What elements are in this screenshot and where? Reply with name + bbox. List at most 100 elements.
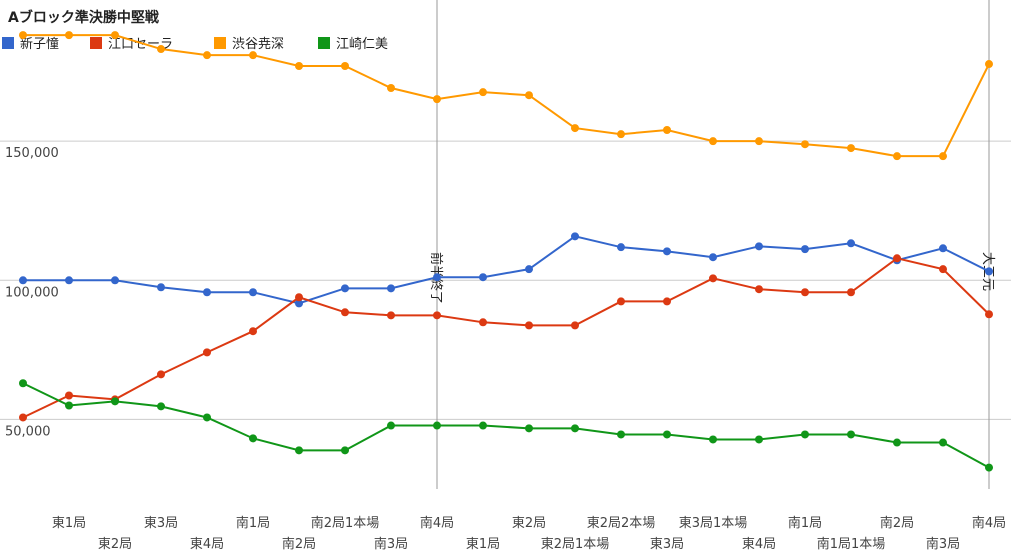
data-point [709, 274, 717, 283]
data-point [111, 31, 119, 40]
data-point [939, 265, 947, 274]
data-point [709, 435, 717, 444]
data-point [157, 370, 165, 379]
series-line [23, 235, 990, 305]
data-point [433, 311, 441, 320]
legend-label: 江崎仁美 [336, 37, 388, 52]
data-point [617, 297, 625, 306]
data-point [203, 288, 211, 297]
x-tick-label: 南1局 [236, 515, 270, 531]
data-point [847, 288, 855, 297]
x-tick-label: 南3局 [926, 536, 960, 552]
data-point [387, 284, 395, 293]
x-tick-label: 南2局1本場 [311, 515, 380, 531]
data-point [893, 438, 901, 447]
data-point [479, 421, 487, 430]
data-point [801, 430, 809, 439]
data-point [571, 424, 579, 433]
data-point [985, 267, 993, 276]
data-point [203, 51, 211, 60]
data-point [847, 239, 855, 248]
data-point [433, 273, 441, 282]
legend-swatch [214, 37, 226, 49]
legend-swatch [90, 37, 102, 49]
data-point [479, 273, 487, 282]
data-point [847, 430, 855, 439]
data-point [801, 288, 809, 297]
legend-swatch [2, 37, 14, 49]
data-point [387, 311, 395, 320]
data-point [479, 318, 487, 327]
data-point [525, 265, 533, 274]
data-point [157, 283, 165, 292]
data-point [755, 137, 763, 146]
x-tick-label: 東1局 [466, 536, 500, 552]
series-line [22, 382, 990, 469]
data-point [939, 244, 947, 253]
data-point [663, 297, 671, 306]
data-point [663, 247, 671, 256]
x-tick-label: 東2局 [512, 515, 546, 531]
data-point [341, 62, 349, 71]
x-tick-label: 南1局 [788, 515, 822, 531]
x-tick-label: 東2局2本場 [587, 515, 656, 531]
data-point [893, 254, 901, 263]
data-point [111, 276, 119, 285]
data-point [571, 232, 579, 241]
data-point [525, 424, 533, 433]
data-point [801, 140, 809, 149]
data-point [663, 430, 671, 439]
data-point [617, 243, 625, 252]
data-point [19, 276, 27, 285]
data-point [157, 402, 165, 411]
data-point [985, 463, 993, 472]
data-point [249, 327, 257, 336]
data-point [341, 308, 349, 317]
data-point [387, 421, 395, 430]
x-tick-label: 東4局 [742, 536, 776, 552]
data-point [341, 446, 349, 455]
data-point [985, 60, 993, 69]
data-point [433, 95, 441, 104]
data-point [893, 152, 901, 161]
x-tick-label: 東3局1本場 [679, 515, 748, 531]
data-point [617, 430, 625, 439]
data-point [525, 321, 533, 330]
x-tick-label: 東3局 [650, 536, 684, 552]
y-tick-label: 150,000 [5, 146, 59, 161]
data-point [755, 435, 763, 444]
data-point [985, 310, 993, 319]
data-point [65, 31, 73, 40]
data-point [111, 397, 119, 406]
series-line [23, 34, 990, 158]
data-point [847, 144, 855, 153]
data-point [249, 51, 257, 60]
x-tick-label: 南2局 [880, 515, 914, 531]
data-point [709, 253, 717, 262]
x-tick-label: 東2局1本場 [541, 536, 610, 552]
series-line [22, 257, 990, 419]
x-tick-label: 東1局 [52, 515, 86, 531]
data-point [19, 379, 27, 388]
x-tick-label: 南1局1本場 [817, 536, 886, 552]
data-point [663, 126, 671, 135]
data-point [525, 91, 533, 100]
x-tick-label: 南4局 [972, 515, 1006, 531]
data-point [65, 401, 73, 410]
data-point [617, 130, 625, 139]
data-point [341, 284, 349, 293]
x-tick-label: 東4局 [190, 536, 224, 552]
data-point [295, 62, 303, 71]
data-point [479, 88, 487, 97]
chart-title: Aブロック準決勝中堅戦 [8, 9, 160, 26]
data-point [203, 413, 211, 422]
data-point [249, 434, 257, 443]
data-point [295, 446, 303, 455]
legend-label: 渋谷尭深 [232, 37, 284, 52]
data-point [19, 31, 27, 40]
data-point [755, 242, 763, 251]
data-point [939, 438, 947, 447]
data-point [295, 293, 303, 302]
data-point [203, 348, 211, 357]
